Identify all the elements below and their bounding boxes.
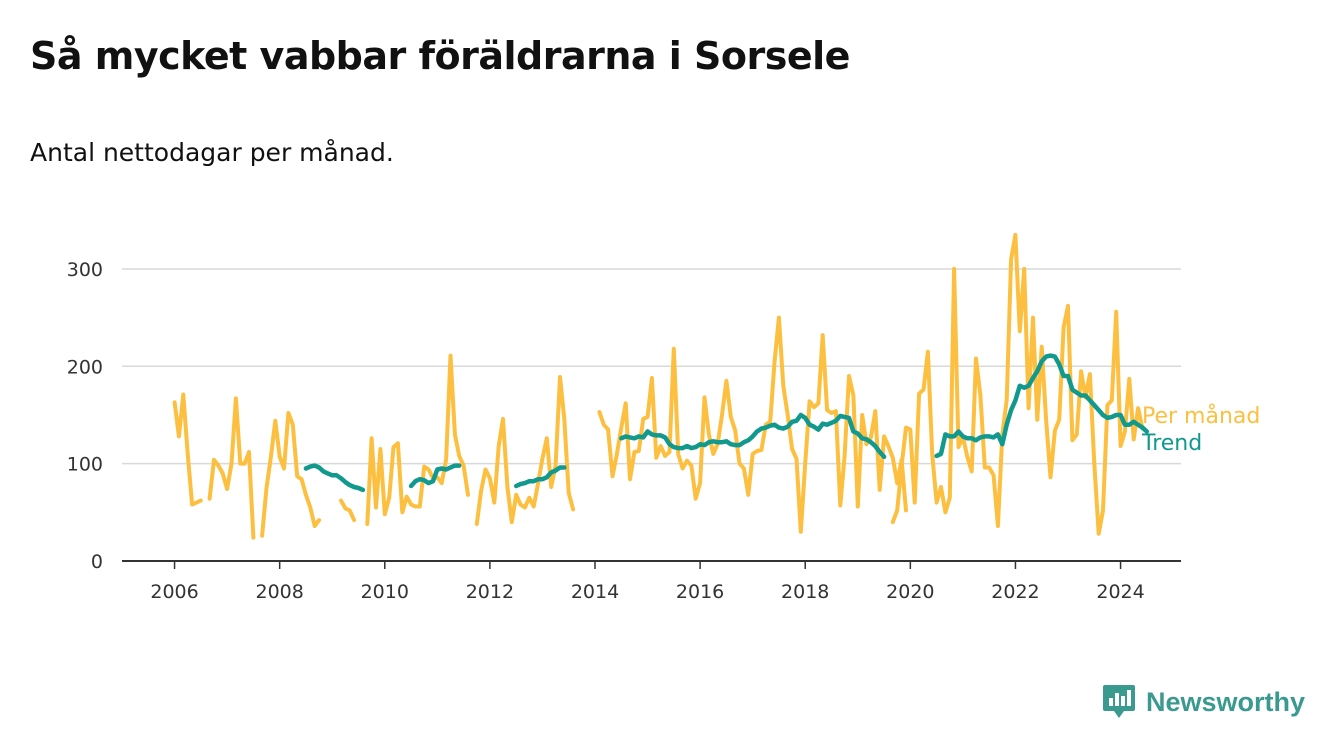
- x-tick-label: 2016: [676, 581, 724, 603]
- series-line-trend: [513, 465, 567, 489]
- series-layer: [172, 232, 1150, 540]
- chart-subtitle: Antal nettodagar per månad.: [30, 138, 394, 167]
- newsworthy-logo-icon: [1103, 685, 1135, 718]
- brand-name: Newsworthy: [1146, 686, 1306, 717]
- x-axis: 2006 2008 2010 2012 2014 2016 2018 2020 2022 2024: [122, 560, 1181, 603]
- x-tick-label: 2012: [466, 581, 514, 603]
- y-tick-label: 100: [67, 454, 103, 476]
- series-line-per-manad: [890, 232, 1145, 536]
- x-tick-label: 2020: [886, 581, 934, 603]
- y-tick-label: 200: [67, 356, 103, 378]
- chart-title: Så mycket vabbar föräldrarna i Sorsele: [30, 34, 850, 78]
- series-line-per-manad: [365, 353, 470, 526]
- grid-layer: [122, 268, 1181, 465]
- series-line-per-manad: [339, 498, 357, 523]
- x-tick-label: 2010: [361, 581, 409, 603]
- x-tick-label: 2006: [150, 581, 198, 603]
- series-line-per-manad: [474, 375, 576, 526]
- series-line-trend: [619, 412, 887, 460]
- legend-label-per-manad: Per månad: [1142, 403, 1260, 429]
- series-line-per-manad: [172, 392, 322, 540]
- series-line-trend: [408, 463, 462, 489]
- x-tick-label: 2008: [255, 581, 303, 603]
- y-axis: 0 100 200 300: [67, 259, 103, 573]
- series-line-trend: [303, 463, 366, 493]
- x-tick-label: 2024: [1096, 581, 1144, 603]
- x-tick-label: 2014: [571, 581, 619, 603]
- y-tick-label: 0: [91, 551, 103, 573]
- series-line-trend: [934, 353, 1150, 459]
- legend-label-trend: Trend: [1141, 431, 1202, 456]
- brand[interactable]: Newsworthy: [1102, 682, 1305, 722]
- y-tick-label: 300: [67, 259, 103, 281]
- x-tick-label: 2018: [781, 581, 829, 603]
- x-tick-label: 2022: [991, 581, 1039, 603]
- series-line-per-manad: [597, 315, 908, 534]
